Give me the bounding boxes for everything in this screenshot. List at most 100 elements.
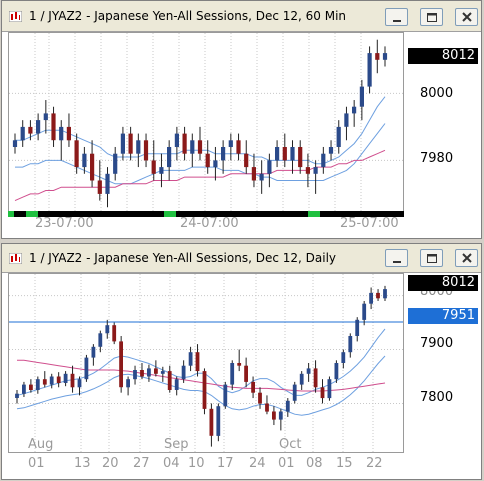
candle-body bbox=[174, 379, 179, 390]
candle-body bbox=[98, 333, 103, 347]
candle-body bbox=[133, 370, 137, 380]
candle-body bbox=[181, 365, 186, 380]
maximize-button[interactable] bbox=[420, 249, 443, 267]
candle-body bbox=[182, 133, 187, 154]
close-button[interactable] bbox=[455, 8, 478, 26]
candlestick-chart[interactable] bbox=[9, 274, 403, 452]
close-icon bbox=[462, 12, 472, 22]
window-titlebar[interactable]: 1 / JYAZ2 - Japanese Yen-All Sessions, D… bbox=[2, 1, 481, 32]
minimize-icon bbox=[393, 261, 401, 263]
candle-body bbox=[36, 120, 41, 134]
candle-body bbox=[298, 147, 303, 168]
candle-body bbox=[383, 289, 387, 299]
candle-body bbox=[59, 126, 64, 141]
candle-body bbox=[321, 153, 326, 168]
candle-body bbox=[97, 180, 102, 194]
candle-body bbox=[22, 384, 26, 394]
candle-body bbox=[348, 336, 353, 353]
candlestick-chart[interactable] bbox=[9, 33, 403, 214]
candle-body bbox=[12, 140, 18, 147]
session-indicator-bar bbox=[8, 211, 404, 217]
x-axis-label: 24-07:00 bbox=[180, 216, 239, 231]
chart-window-daily[interactable]: 1 / JYAZ2 - Japanese Yen-All Sessions, D… bbox=[1, 243, 482, 480]
candle-body bbox=[113, 153, 118, 174]
candle-body bbox=[119, 341, 123, 388]
candle-body bbox=[244, 365, 248, 382]
candle-body bbox=[42, 379, 47, 385]
candle-body bbox=[74, 140, 79, 168]
candle-body bbox=[209, 408, 214, 436]
session-segment bbox=[308, 211, 320, 217]
candle-body bbox=[77, 379, 82, 388]
price-plot-area[interactable] bbox=[8, 32, 404, 215]
candle-body bbox=[230, 363, 235, 385]
candle-body bbox=[105, 325, 110, 334]
chart-window-60min[interactable]: 1 / JYAZ2 - Japanese Yen-All Sessions, D… bbox=[1, 0, 482, 239]
last-price-tag: 8012 bbox=[408, 275, 478, 291]
y-axis-label: 7980 bbox=[420, 151, 454, 166]
candle-body bbox=[328, 147, 334, 154]
candle-body bbox=[128, 133, 133, 154]
x-axis-label: 25-07:00 bbox=[340, 216, 399, 231]
x-axis-label: 15 bbox=[336, 456, 353, 471]
candle-body bbox=[197, 140, 203, 154]
candle-body bbox=[336, 126, 341, 147]
candle-body bbox=[292, 384, 297, 401]
horizontal-line-price-tag[interactable]: 7951 bbox=[408, 308, 478, 324]
candle-body bbox=[126, 379, 130, 388]
candle-body bbox=[236, 140, 241, 154]
candle-body bbox=[327, 379, 332, 399]
x-axis-label: 27 bbox=[133, 456, 150, 471]
candle-body bbox=[154, 368, 158, 374]
candle-body bbox=[352, 106, 357, 114]
session-segment bbox=[176, 211, 308, 217]
y-axis-label: 7800 bbox=[420, 390, 454, 405]
session-segment bbox=[38, 211, 164, 217]
candle-body bbox=[15, 393, 19, 398]
x-axis-month-label: Sep bbox=[164, 437, 189, 452]
candle-body bbox=[267, 160, 272, 174]
candle-body bbox=[228, 140, 233, 147]
candle-body bbox=[136, 140, 141, 154]
y-axis-label: 7900 bbox=[420, 336, 454, 351]
candle-body bbox=[213, 160, 218, 168]
indicator-line bbox=[16, 355, 386, 416]
candle-body bbox=[51, 113, 56, 141]
candle-body bbox=[20, 126, 25, 141]
indicator-line bbox=[16, 328, 386, 396]
window-titlebar[interactable]: 1 / JYAZ2 - Japanese Yen-All Sessions, D… bbox=[2, 244, 481, 273]
window-title: 1 / JYAZ2 - Japanese Yen-All Sessions, D… bbox=[29, 9, 347, 23]
candle-body bbox=[299, 373, 304, 385]
candle-body bbox=[29, 384, 33, 390]
price-plot-area[interactable] bbox=[8, 273, 404, 453]
x-axis-label: 10 bbox=[188, 456, 205, 471]
candle-body bbox=[251, 167, 256, 181]
maximize-icon bbox=[427, 13, 437, 22]
candle-body bbox=[35, 379, 40, 390]
candle-body bbox=[305, 167, 310, 174]
candle-body bbox=[359, 86, 364, 107]
candle-body bbox=[91, 346, 96, 358]
candle-body bbox=[70, 373, 75, 388]
close-icon bbox=[462, 253, 472, 263]
session-segment bbox=[14, 211, 26, 217]
candle-body bbox=[259, 173, 264, 181]
candle-body bbox=[313, 368, 318, 388]
session-segment bbox=[26, 211, 38, 217]
candle-body bbox=[375, 53, 380, 60]
candle-body bbox=[244, 153, 249, 168]
x-axis-label: 22 bbox=[366, 456, 383, 471]
x-axis-month-label: Aug bbox=[28, 437, 54, 452]
candle-body bbox=[285, 400, 290, 412]
chart-app-icon bbox=[9, 253, 22, 264]
minimize-icon bbox=[393, 20, 401, 22]
candle-body bbox=[355, 319, 360, 336]
x-axis-label: 01 bbox=[28, 456, 45, 471]
minimize-button[interactable] bbox=[385, 249, 408, 267]
last-price-tag: 8012 bbox=[408, 48, 478, 64]
maximize-button[interactable] bbox=[420, 8, 443, 26]
candle-body bbox=[56, 376, 61, 383]
close-button[interactable] bbox=[455, 249, 478, 267]
minimize-button[interactable] bbox=[385, 8, 408, 26]
session-segment bbox=[164, 211, 176, 217]
